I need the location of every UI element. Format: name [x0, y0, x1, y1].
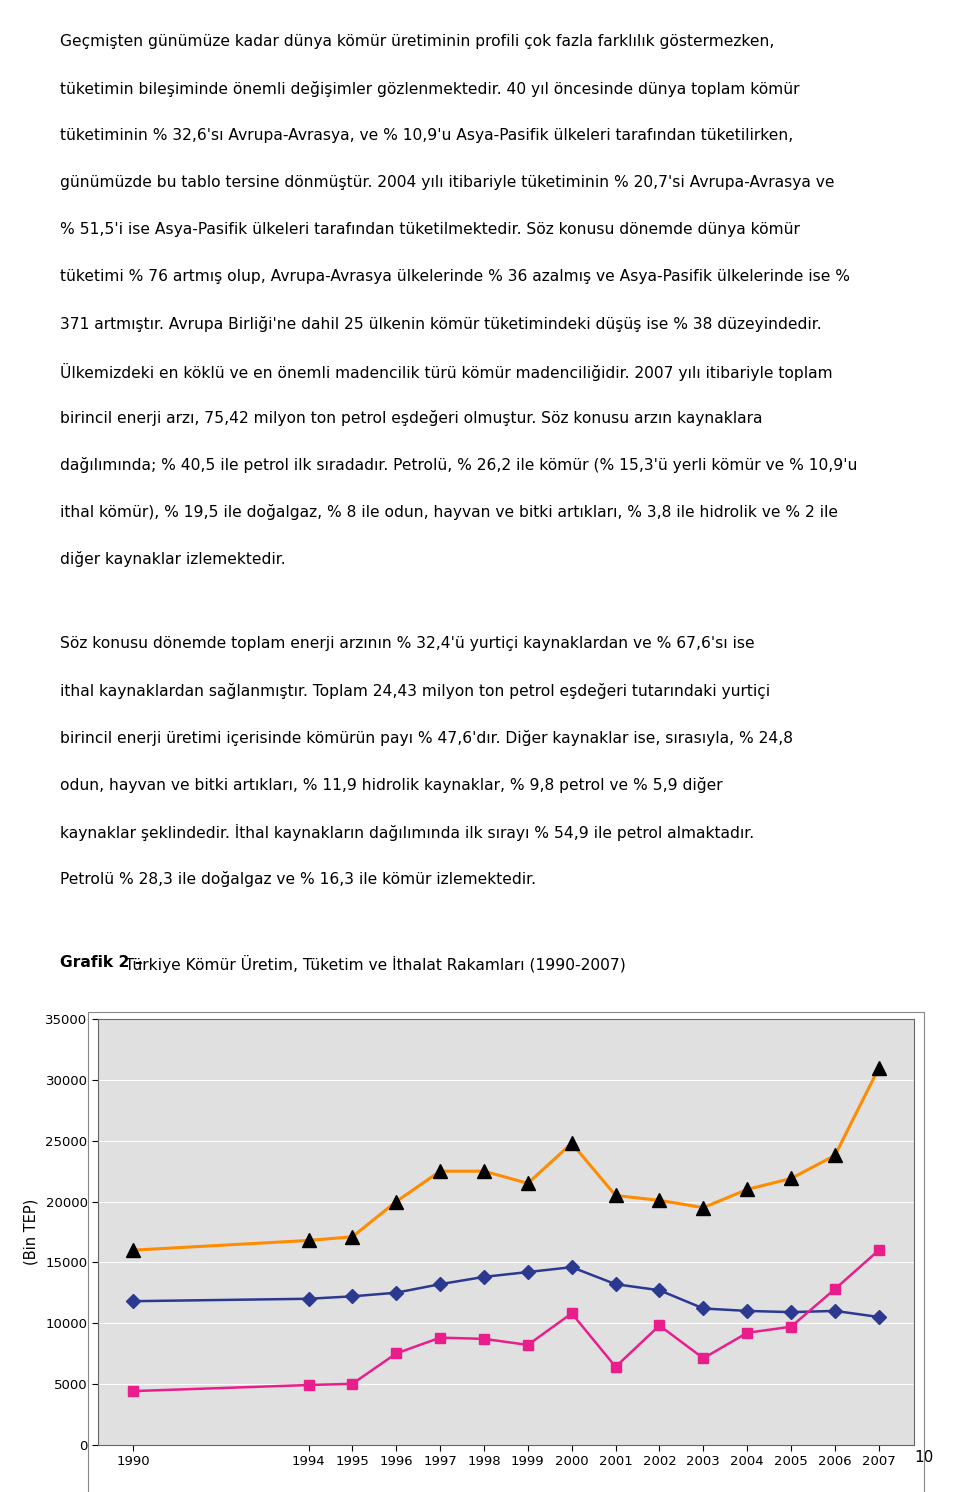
- Text: tüketimi % 76 artmış olup, Avrupa-Avrasya ülkelerinde % 36 azalmış ve Asya-Pasif: tüketimi % 76 artmış olup, Avrupa-Avrasy…: [60, 269, 850, 285]
- Text: Söz konusu dönemde toplam enerji arzının % 32,4'ü yurtiçi kaynaklardan ve % 67,6: Söz konusu dönemde toplam enerji arzının…: [60, 636, 755, 651]
- Text: dağılımında; % 40,5 ile petrol ilk sıradadır. Petrolü, % 26,2 ile kömür (% 15,3': dağılımında; % 40,5 ile petrol ilk sırad…: [60, 457, 857, 473]
- Text: tüketimin bileşiminde önemli değişimler gözlenmektedir. 40 yıl öncesinde dünya t: tüketimin bileşiminde önemli değişimler …: [60, 81, 799, 97]
- Text: ithal kaynaklardan sağlanmıştır. Toplam 24,43 milyon ton petrol eşdeğeri tutarın: ithal kaynaklardan sağlanmıştır. Toplam …: [60, 683, 770, 698]
- Text: % 51,5'i ise Asya-Pasifik ülkeleri tarafından tüketilmektedir. Söz konusu dönemd: % 51,5'i ise Asya-Pasifik ülkeleri taraf…: [60, 222, 800, 237]
- Text: ithal kömür), % 19,5 ile doğalgaz, % 8 ile odun, hayvan ve bitki artıkları, % 3,: ithal kömür), % 19,5 ile doğalgaz, % 8 i…: [60, 504, 837, 521]
- Text: tüketiminin % 32,6'sı Avrupa-Avrasya, ve % 10,9'u Asya-Pasifik ülkeleri tarafınd: tüketiminin % 32,6'sı Avrupa-Avrasya, ve…: [60, 128, 793, 143]
- Text: 371 artmıştır. Avrupa Birliği'ne dahil 25 ülkenin kömür tüketimindeki düşüş ise : 371 artmıştır. Avrupa Birliği'ne dahil 2…: [60, 316, 821, 333]
- Text: diğer kaynaklar izlemektedir.: diğer kaynaklar izlemektedir.: [60, 551, 285, 567]
- Text: odun, hayvan ve bitki artıkları, % 11,9 hidrolik kaynaklar, % 9,8 petrol ve % 5,: odun, hayvan ve bitki artıkları, % 11,9 …: [60, 777, 722, 792]
- Text: kaynaklar şeklindedir. İthal kaynakların dağılımında ilk sırayı % 54,9 ile petro: kaynaklar şeklindedir. İthal kaynakların…: [60, 824, 754, 841]
- Text: Geçmişten günümüze kadar dünya kömür üretiminin profili çok fazla farklılık göst: Geçmişten günümüze kadar dünya kömür üre…: [60, 34, 774, 49]
- Text: Petrolü % 28,3 ile doğalgaz ve % 16,3 ile kömür izlemektedir.: Petrolü % 28,3 ile doğalgaz ve % 16,3 il…: [60, 871, 536, 886]
- Text: günümüzde bu tablo tersine dönmüştür. 2004 yılı itibariyle tüketiminin % 20,7'si: günümüzde bu tablo tersine dönmüştür. 20…: [60, 175, 834, 191]
- Text: Türkiye Kömür Üretim, Tüketim ve İthalat Rakamları (1990-2007): Türkiye Kömür Üretim, Tüketim ve İthalat…: [125, 955, 626, 973]
- Text: 10: 10: [914, 1450, 933, 1465]
- Text: Grafik 2 –: Grafik 2 –: [60, 955, 148, 970]
- Y-axis label: (Bin TEP): (Bin TEP): [23, 1198, 38, 1265]
- Text: birincil enerji arzı, 75,42 milyon ton petrol eşdeğeri olmuştur. Söz konusu arzı: birincil enerji arzı, 75,42 milyon ton p…: [60, 410, 762, 427]
- Text: birincil enerji üretimi içerisinde kömürün payı % 47,6'dır. Diğer kaynaklar ise,: birincil enerji üretimi içerisinde kömür…: [60, 730, 793, 746]
- Text: Ülkemizdeki en köklü ve en önemli madencilik türü kömür madenciliğidir. 2007 yıl: Ülkemizdeki en köklü ve en önemli madenc…: [60, 363, 832, 382]
